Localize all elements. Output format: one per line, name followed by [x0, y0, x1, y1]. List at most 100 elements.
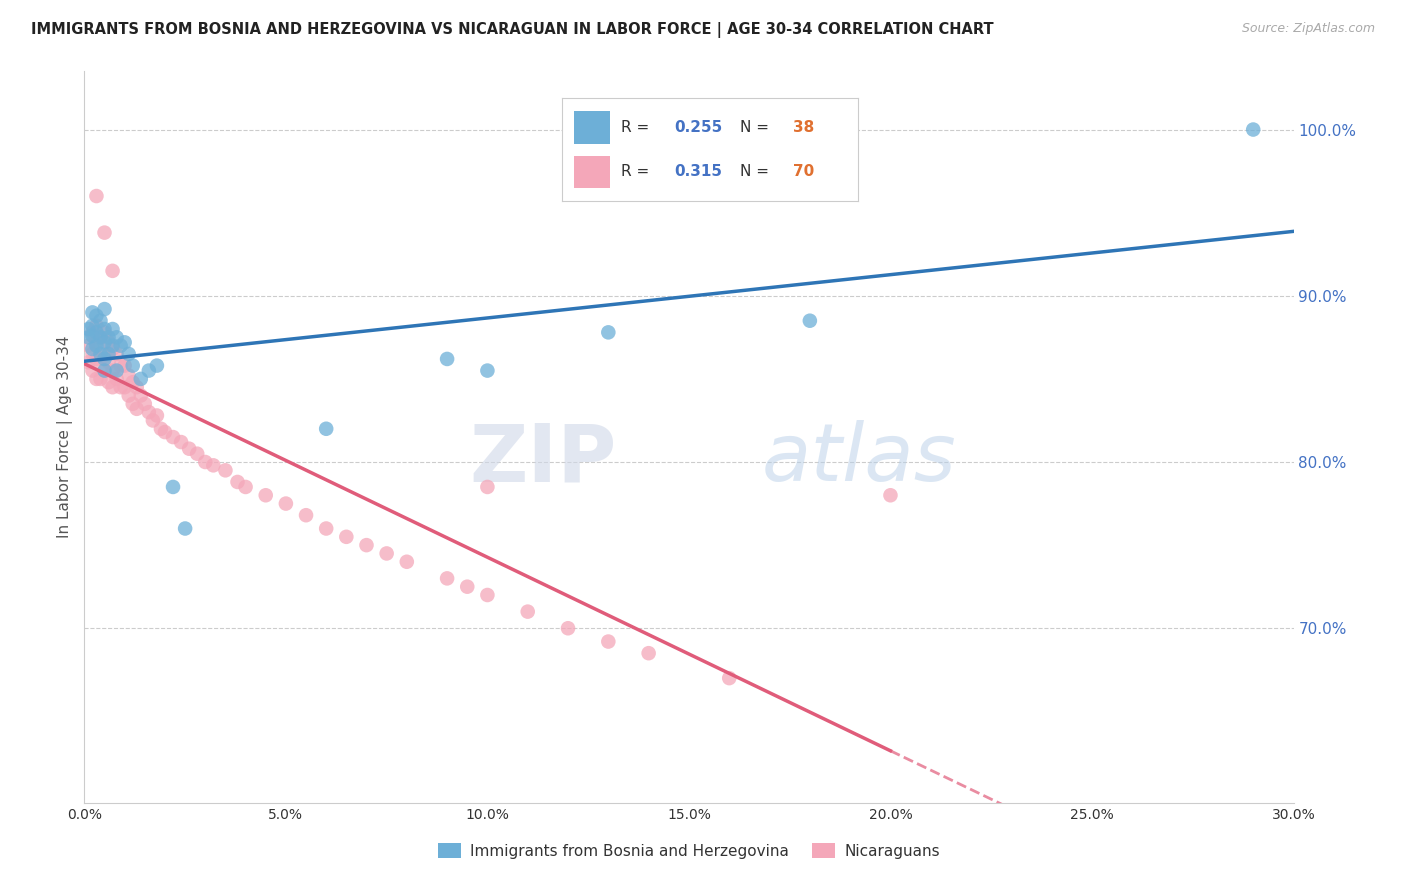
Point — [110, 338, 132, 352]
Point — [395, 555, 418, 569]
Point — [82, 347, 104, 361]
Point — [356, 538, 378, 552]
Point — [93, 226, 115, 240]
Point — [129, 372, 152, 386]
Point — [125, 401, 148, 416]
Text: ZIP: ZIP — [470, 420, 616, 498]
Point — [101, 264, 124, 278]
Text: 38: 38 — [793, 120, 814, 136]
Point — [202, 458, 225, 473]
Point — [97, 347, 120, 361]
Point — [477, 588, 499, 602]
Point — [142, 413, 165, 427]
Text: 0.315: 0.315 — [675, 164, 723, 179]
Text: N =: N = — [740, 120, 773, 136]
Text: 0.255: 0.255 — [675, 120, 723, 136]
Point — [86, 338, 108, 352]
Point — [114, 335, 136, 350]
Point — [295, 508, 318, 523]
Point — [82, 326, 104, 340]
Point — [86, 189, 108, 203]
Point — [77, 322, 100, 336]
Point — [214, 463, 236, 477]
Point — [97, 335, 120, 350]
Point — [146, 359, 169, 373]
Point — [121, 375, 143, 389]
Point — [114, 380, 136, 394]
Point — [226, 475, 249, 489]
Point — [110, 380, 132, 394]
Point — [93, 351, 115, 366]
Point — [105, 330, 128, 344]
Point — [235, 480, 257, 494]
Point — [77, 355, 100, 369]
Legend: Immigrants from Bosnia and Herzegovina, Nicaraguans: Immigrants from Bosnia and Herzegovina, … — [432, 837, 946, 864]
Text: 70: 70 — [793, 164, 814, 179]
Point — [1241, 122, 1264, 136]
Point — [93, 363, 115, 377]
Point — [118, 347, 141, 361]
Point — [799, 314, 821, 328]
Point — [89, 351, 111, 366]
Point — [105, 363, 128, 377]
Point — [194, 455, 217, 469]
Point — [121, 359, 143, 373]
Point — [82, 318, 104, 333]
Point — [82, 328, 104, 343]
Point — [105, 372, 128, 386]
Bar — [574, 155, 610, 188]
Text: R =: R = — [621, 164, 655, 179]
Point — [335, 530, 357, 544]
Point — [93, 363, 115, 377]
Point — [82, 305, 104, 319]
Point — [557, 621, 579, 635]
Point — [93, 326, 115, 340]
Point — [718, 671, 741, 685]
Point — [186, 447, 208, 461]
Point — [114, 359, 136, 373]
Point — [162, 430, 184, 444]
Point — [879, 488, 901, 502]
Point — [477, 363, 499, 377]
Point — [86, 351, 108, 366]
Point — [254, 488, 277, 502]
Point — [101, 363, 124, 377]
Point — [477, 480, 499, 494]
Point — [436, 351, 458, 366]
Point — [93, 335, 115, 350]
Point — [97, 355, 120, 369]
Text: IMMIGRANTS FROM BOSNIA AND HERZEGOVINA VS NICARAGUAN IN LABOR FORCE | AGE 30-34 : IMMIGRANTS FROM BOSNIA AND HERZEGOVINA V… — [31, 22, 994, 38]
Point — [153, 425, 176, 439]
Point — [101, 342, 124, 356]
Point — [146, 409, 169, 423]
Point — [170, 435, 193, 450]
Text: R =: R = — [621, 120, 655, 136]
Point — [121, 397, 143, 411]
Point — [89, 372, 111, 386]
Point — [598, 326, 620, 340]
Point — [86, 335, 108, 350]
Point — [118, 388, 141, 402]
Point — [118, 368, 141, 383]
Point — [77, 338, 100, 352]
Point — [86, 326, 108, 340]
Point — [436, 571, 458, 585]
Point — [375, 546, 398, 560]
Point — [179, 442, 201, 456]
Point — [93, 301, 115, 316]
Point — [274, 497, 297, 511]
Point — [89, 314, 111, 328]
Point — [86, 372, 108, 386]
Point — [149, 422, 172, 436]
Point — [138, 363, 160, 377]
Point — [315, 521, 337, 535]
Point — [93, 347, 115, 361]
Point — [125, 380, 148, 394]
Point — [315, 422, 337, 436]
Point — [89, 347, 111, 361]
Point — [138, 405, 160, 419]
Point — [456, 580, 478, 594]
Point — [97, 375, 120, 389]
Point — [134, 397, 156, 411]
Text: atlas: atlas — [762, 420, 956, 498]
